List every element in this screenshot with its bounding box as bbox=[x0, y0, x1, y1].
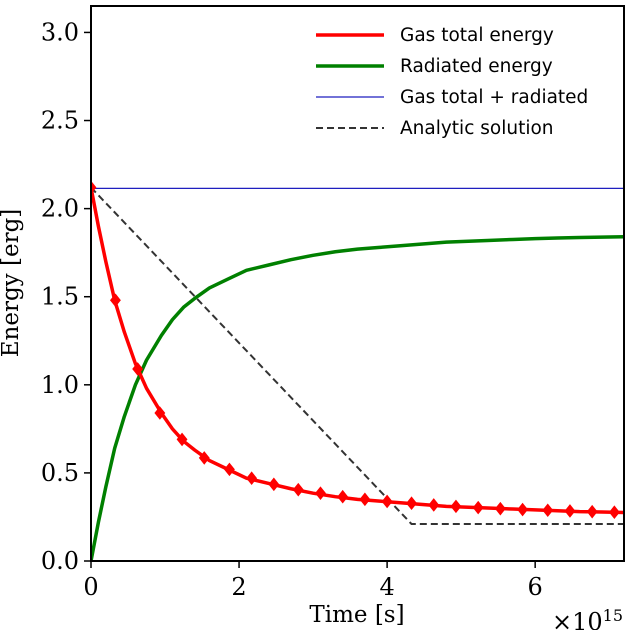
data-point-marker bbox=[109, 293, 121, 308]
plot-area bbox=[91, 180, 624, 561]
legend-entry: Radiated energy bbox=[316, 56, 553, 77]
data-point-marker bbox=[406, 496, 417, 511]
x-axis-multiplier-exponent: 15 bbox=[603, 606, 623, 625]
data-point-marker bbox=[246, 471, 258, 485]
plot-frame bbox=[90, 5, 625, 562]
data-point-marker bbox=[198, 451, 210, 465]
data-point-marker bbox=[450, 499, 462, 514]
y-tick-label: 3.0 bbox=[41, 18, 79, 46]
data-point-marker bbox=[428, 498, 440, 512]
data-point-marker bbox=[337, 489, 349, 504]
data-point-marker bbox=[154, 406, 166, 420]
data-point-marker bbox=[223, 462, 235, 477]
y-tick-label: 1.5 bbox=[41, 283, 79, 311]
data-point-marker bbox=[381, 494, 393, 509]
x-axis-label: Time [s] bbox=[309, 602, 404, 628]
legend-label: Gas total energy bbox=[400, 25, 554, 46]
legend-entry: Analytic solution bbox=[316, 118, 554, 139]
data-point-marker bbox=[472, 500, 484, 515]
x-tick-label: 6 bbox=[528, 573, 543, 601]
data-point-marker bbox=[359, 492, 371, 507]
data-point-marker bbox=[91, 180, 97, 195]
data-point-marker bbox=[132, 362, 144, 376]
y-axis-label: Energy [erg] bbox=[0, 209, 24, 358]
data-point-marker bbox=[268, 477, 280, 492]
series-line-analytic-solution bbox=[91, 186, 624, 525]
legend-label: Analytic solution bbox=[400, 118, 554, 139]
data-point-marker bbox=[315, 486, 326, 500]
data-point-marker bbox=[608, 505, 620, 519]
y-tick-label: 0.5 bbox=[41, 459, 79, 487]
x-tick-label: 2 bbox=[231, 573, 246, 601]
y-tick-label: 2.5 bbox=[41, 107, 79, 135]
series-layer bbox=[91, 180, 624, 561]
data-point-marker bbox=[494, 501, 506, 516]
data-point-marker bbox=[292, 482, 304, 497]
x-axis-multiplier: ×1015 bbox=[552, 606, 623, 630]
axes-layer: 0 2 4 6 0.0 0.5 1.0 1.5 2.0 2.5 3.0 bbox=[41, 5, 625, 601]
legend-label: Radiated energy bbox=[400, 56, 553, 77]
data-point-marker bbox=[542, 503, 554, 518]
legend-label: Gas total + radiated bbox=[400, 87, 588, 108]
data-point-marker bbox=[176, 432, 188, 447]
legend-entry: Gas total energy bbox=[316, 25, 554, 46]
y-tick-label: 2.0 bbox=[41, 195, 79, 223]
legend-entry: Gas total + radiated bbox=[316, 87, 588, 108]
legend: Gas total energy Radiated energy Gas total… bbox=[316, 25, 588, 139]
x-tick-label: 4 bbox=[379, 573, 394, 601]
data-point-marker bbox=[517, 502, 529, 517]
series-line-radiated-energy bbox=[91, 235, 624, 561]
data-point-marker bbox=[564, 504, 576, 518]
x-axis-multiplier-base: ×10 bbox=[552, 608, 603, 630]
x-tick-label: 0 bbox=[83, 573, 98, 601]
y-tick-label: 1.0 bbox=[41, 371, 79, 399]
y-tick-label: 0.0 bbox=[41, 547, 79, 575]
series-line-gas-total-energy bbox=[91, 187, 624, 515]
data-point-marker bbox=[586, 504, 598, 519]
